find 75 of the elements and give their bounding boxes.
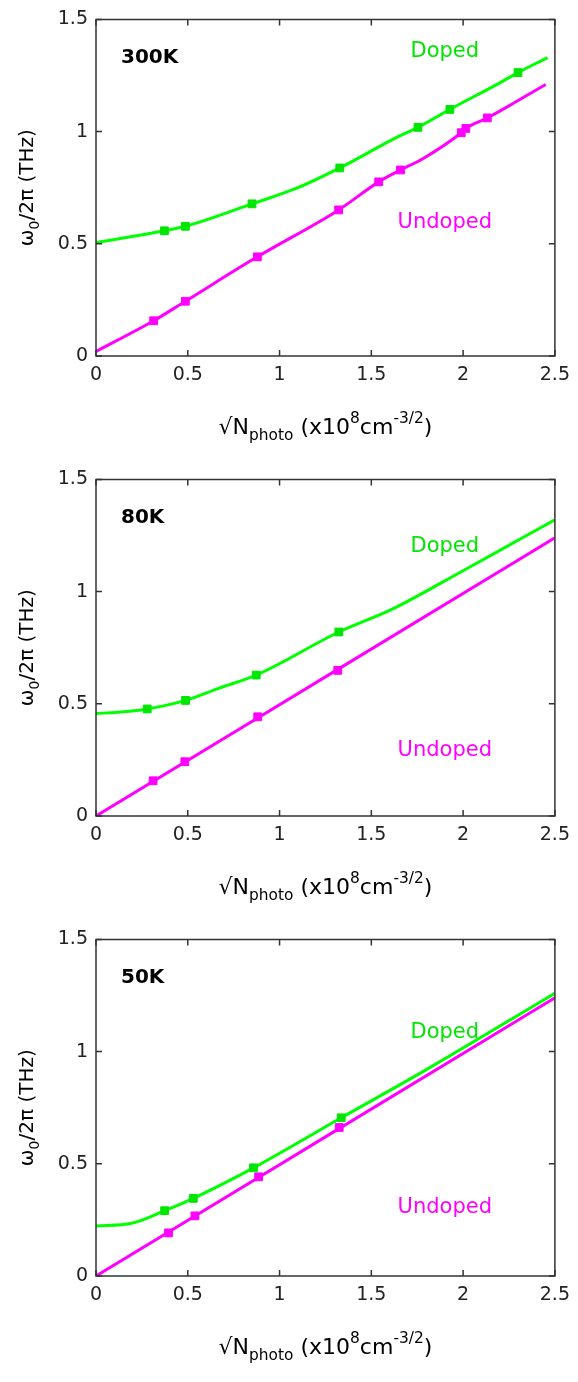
point xyxy=(252,252,262,262)
point xyxy=(164,1228,173,1238)
point xyxy=(180,757,190,767)
x-tick-label: 0.5 xyxy=(172,362,203,385)
x-tick-label: 1.5 xyxy=(356,1282,387,1305)
y-tick-label: 1 xyxy=(75,578,88,601)
point xyxy=(413,122,423,132)
y-tick-label: 1 xyxy=(75,118,88,141)
x-tick-label: 0.5 xyxy=(172,1282,203,1305)
point xyxy=(160,1206,170,1216)
y-tick-label: 0.5 xyxy=(57,690,88,713)
point xyxy=(445,105,455,114)
point xyxy=(181,221,190,231)
y-tick-label: 1.5 xyxy=(57,926,88,949)
point xyxy=(396,165,405,175)
text: 80K xyxy=(121,503,166,528)
point xyxy=(181,296,190,306)
point xyxy=(190,1211,200,1221)
point xyxy=(482,113,492,123)
x-tick-label: 0 xyxy=(89,822,103,845)
point xyxy=(334,627,344,637)
point xyxy=(336,1113,346,1123)
x-tick-label: 0.5 xyxy=(172,822,203,845)
text: Undoped xyxy=(397,736,492,761)
x-tick-label: 1 xyxy=(273,362,286,385)
x-tick-label: 1 xyxy=(273,1282,286,1305)
x-tick-label: 0 xyxy=(89,1282,103,1305)
y-tick-label: 0.5 xyxy=(57,1150,88,1173)
series-label: Doped xyxy=(410,37,480,62)
y-axis-title: ω0/2π (THz) xyxy=(14,1049,42,1167)
point xyxy=(247,199,257,209)
text: Undoped xyxy=(397,1193,492,1218)
point xyxy=(149,316,159,326)
x-tick-label: 2 xyxy=(457,362,470,385)
y-tick-label: 0.5 xyxy=(57,230,88,253)
point xyxy=(249,1163,258,1173)
point xyxy=(335,163,345,173)
point xyxy=(254,1172,264,1182)
x-tick-label: 1.5 xyxy=(356,362,387,385)
x-tick-label: 2.5 xyxy=(539,822,570,845)
x-tick-label: 2.5 xyxy=(539,362,570,385)
y-tick-label: 0 xyxy=(75,802,88,825)
x-tick-label: 1 xyxy=(273,822,286,845)
y-tick-label: 1.5 xyxy=(57,6,88,29)
point xyxy=(334,205,344,215)
point xyxy=(253,712,263,722)
point xyxy=(188,1193,198,1203)
point xyxy=(181,696,190,705)
text: Doped xyxy=(410,1019,480,1044)
y-axis-title: ω0/2π (THz) xyxy=(14,129,42,247)
text: Doped xyxy=(410,533,480,558)
text: 300K xyxy=(121,43,180,68)
y-tick-label: 0 xyxy=(75,1262,88,1285)
line-series xyxy=(96,991,555,1228)
y-tick-label: 1.5 xyxy=(57,466,88,489)
x-tick-label: 2 xyxy=(457,822,470,845)
y-tick-label: 0 xyxy=(75,342,88,365)
line-series xyxy=(96,82,548,354)
point xyxy=(513,68,523,77)
x-tick-label: 1.5 xyxy=(356,822,387,845)
point xyxy=(148,776,158,786)
point xyxy=(333,665,343,675)
point xyxy=(251,670,261,680)
point xyxy=(334,1123,344,1132)
x-tick-label: 2 xyxy=(457,1282,470,1305)
y-axis-title: ω0/2π (THz) xyxy=(14,589,42,707)
y-tick-label: 1 xyxy=(75,1038,88,1061)
x-tick-label: 0 xyxy=(89,362,103,385)
x-tick-label: 2.5 xyxy=(539,1282,570,1305)
text: 50K xyxy=(121,963,166,988)
point xyxy=(374,177,384,187)
series-label: Undoped xyxy=(397,209,492,234)
point xyxy=(160,226,169,236)
point xyxy=(461,124,471,133)
point xyxy=(142,704,152,714)
